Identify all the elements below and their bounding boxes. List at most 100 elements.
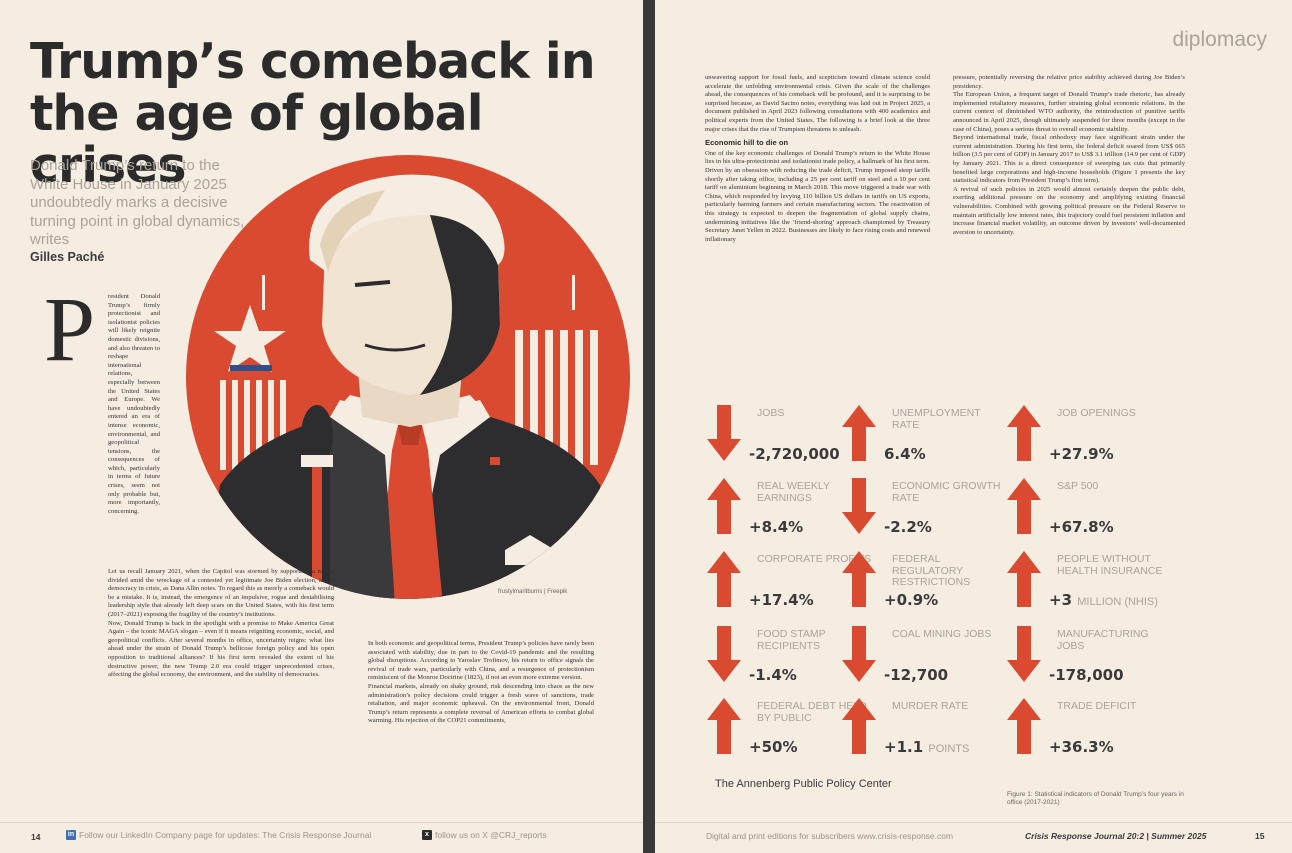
stat-value: -2,720,000: [749, 445, 840, 463]
stat-item: Jobs -2,720,000: [705, 405, 870, 471]
body-column-right-2: pressure, potentially reversing the rela…: [953, 74, 1185, 237]
body-column-left: Let us recall January 2021, when the Cap…: [108, 568, 334, 680]
paragraph: pressure, potentially reversing the rela…: [953, 74, 1185, 90]
body-column-narrow: resident Donald Trump’s firmly protectio…: [108, 293, 160, 515]
stat-item: Job openings +27.9%: [1005, 405, 1170, 471]
stat-value: -12,700: [884, 666, 948, 684]
paragraph: unwavering support for fossil fuels, and…: [705, 74, 930, 133]
x-text: follow us on X @CRJ_reports: [435, 830, 547, 840]
stat-item: People without health insurance +3 MILLIO…: [1005, 551, 1170, 617]
x-icon: x: [422, 830, 432, 840]
linkedin-link[interactable]: in Follow our LinkedIn Company page for …: [66, 830, 371, 840]
stat-number: +17.4%: [749, 591, 814, 609]
stat-number: 6.4%: [884, 445, 926, 463]
paragraph: Financial markets, already on shaky grou…: [368, 682, 594, 725]
stat-label: S&P 500: [1057, 480, 1099, 492]
arrow-up-icon: [842, 698, 876, 754]
subheading: Economic hill to die on: [705, 138, 789, 148]
stat-item: Murder rate +1.1 POINTS: [840, 698, 1005, 764]
x-link[interactable]: x follow us on X @CRJ_reports: [422, 830, 547, 840]
stat-label: Federal debt held by public: [757, 700, 867, 724]
stat-number: +50%: [749, 738, 798, 756]
stat-number: -178,000: [1049, 666, 1124, 684]
stat-value: +36.3%: [1049, 738, 1114, 756]
stat-value: +67.8%: [1049, 518, 1114, 536]
footer-right: Digital and print editions for subscribe…: [655, 822, 1292, 853]
stat-number: +36.3%: [1049, 738, 1114, 756]
stat-label: Manufacturing jobs: [1057, 628, 1149, 652]
stat-number: +27.9%: [1049, 445, 1114, 463]
stat-item: Coal mining jobs -12,700: [840, 626, 1005, 692]
body-column-right-1: unwavering support for fossil fuels, and…: [705, 74, 930, 244]
arrow-down-icon: [842, 626, 876, 682]
stat-number: +67.8%: [1049, 518, 1114, 536]
section-tag: diplomacy: [1172, 28, 1267, 51]
stat-value: +0.9%: [884, 591, 938, 609]
headline: Trump’s comeback in the age of global cr…: [30, 33, 596, 194]
arrow-up-icon: [1007, 551, 1041, 607]
figure-caption: Figure 1: Statistical indicators of Dona…: [1007, 791, 1184, 806]
stat-value: -1.4%: [749, 666, 797, 684]
stat-value: 6.4%: [884, 445, 926, 463]
stat-label: Economic growth rate: [892, 480, 1001, 504]
paragraph: A revival of such policies in 2025 would…: [953, 185, 1185, 236]
stat-number: +1.1: [884, 738, 924, 756]
linkedin-text: Follow our LinkedIn Company page for upd…: [79, 830, 372, 840]
stat-number: +3: [1049, 591, 1073, 609]
stat-item: Manufacturing jobs -178,000: [1005, 626, 1170, 692]
paragraph: One of the key economic challenges of Do…: [705, 149, 930, 243]
stat-value: +8.4%: [749, 518, 803, 536]
arrow-up-icon: [1007, 478, 1041, 534]
stat-label: Unemployment rate: [892, 407, 981, 431]
stat-number: -2.2%: [884, 518, 932, 536]
image-credit: frustyimaritburns | Freepik: [498, 589, 568, 595]
arrow-up-icon: [707, 478, 741, 534]
paragraph: Beyond international trade, fiscal ortho…: [953, 134, 1185, 185]
paragraph: The European Union, a frequent target of…: [953, 91, 1185, 133]
paragraph: Now, Donald Trump is back in the spotlig…: [108, 619, 334, 679]
footer-left: 14 in Follow our LinkedIn Company page f…: [0, 822, 643, 853]
stat-value: -2.2%: [884, 518, 932, 536]
stat-item: Real weekly earnings +8.4%: [705, 478, 870, 544]
trump-portrait-illustration: [186, 155, 630, 599]
stat-value: +17.4%: [749, 591, 814, 609]
left-page: Trump’s comeback in the age of global cr…: [0, 0, 643, 853]
arrow-down-icon: [707, 626, 741, 682]
stat-number: +0.9%: [884, 591, 939, 609]
statistics-infographic: Jobs -2,720,000 Unemployment rate 6.4% Job…: [705, 405, 1225, 760]
stat-value: +1.1 POINTS: [884, 738, 969, 756]
standfirst: Donald Trump’s return to the White House…: [30, 157, 245, 248]
arrow-down-icon: [707, 405, 741, 461]
stat-number: +8.4%: [749, 518, 804, 536]
stat-item: Economic growth rate -2.2%: [840, 478, 1005, 544]
stat-label: Trade deficit: [1057, 700, 1137, 712]
paragraph: Let us recall January 2021, when the Cap…: [108, 568, 334, 618]
stat-value: +27.9%: [1049, 445, 1114, 463]
arrow-up-icon: [842, 405, 876, 461]
stat-number: -1.4%: [749, 666, 797, 684]
stat-item: Federal regulatory restrictions +0.9%: [840, 551, 1005, 617]
editions-text: Digital and print editions for subscribe…: [706, 831, 954, 841]
arrow-up-icon: [707, 551, 741, 607]
stat-item: Trade deficit +36.3%: [1005, 698, 1170, 764]
stat-label: Corporate profits: [757, 553, 872, 565]
arrow-up-icon: [1007, 405, 1041, 461]
stat-item: S&P 500 +67.8%: [1005, 478, 1170, 544]
stat-value: +50%: [749, 738, 797, 756]
journal-title: Crisis Response Journal 20:2 | Summer 20…: [1025, 831, 1207, 841]
stat-label: Murder rate: [892, 700, 969, 712]
stat-label: Federal regulatory restrictions: [892, 553, 971, 588]
body-column-middle: In both economic and geopolitical terms,…: [368, 640, 594, 726]
stat-number: -2,720,000: [749, 445, 840, 463]
stat-unit: MILLION (NHIS): [1077, 596, 1158, 608]
stat-label: Jobs: [757, 407, 785, 419]
page-number: 15: [1255, 831, 1265, 841]
stat-item: Federal debt held by public +50%: [705, 698, 870, 764]
stat-value: +3 MILLION (NHIS): [1049, 591, 1158, 609]
stat-label: Coal mining jobs: [892, 628, 992, 640]
stats-source: The Annenberg Public Policy Center: [715, 778, 892, 790]
arrow-up-icon: [842, 551, 876, 607]
stat-unit: POINTS: [928, 743, 970, 755]
stat-number: -12,700: [884, 666, 949, 684]
drop-cap: P: [44, 278, 96, 380]
